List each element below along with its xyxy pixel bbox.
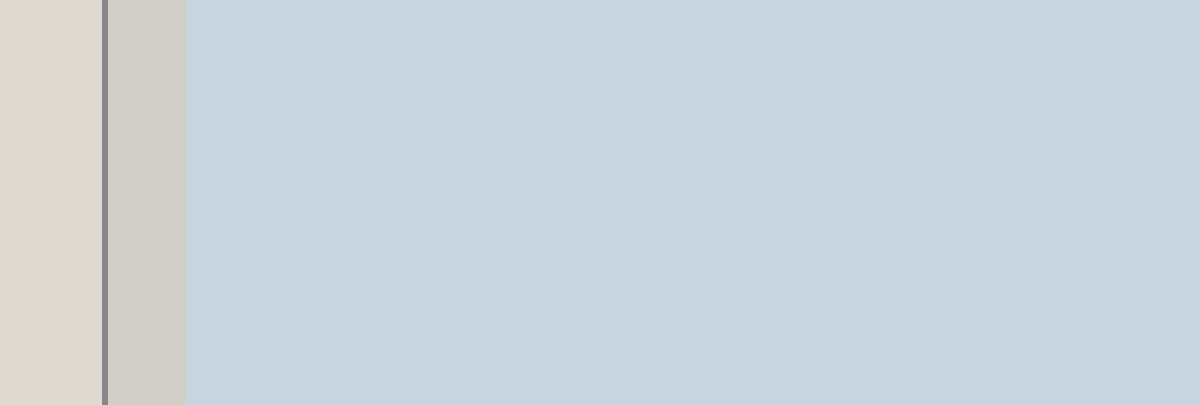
Text: C  occurs only within germinal centers: C occurs only within germinal centers <box>558 302 851 326</box>
Text: B. Insertion of pallindromic nucleotides to both ends: B. Insertion of pallindromic nucleotides… <box>262 112 668 130</box>
Text: D  Activation-induced cytidine deaminase plays an important  role: D Activation-induced cytidine deaminase … <box>262 328 768 362</box>
Text: 3. The following is false about somatic hypermutation?: 3. The following is false about somatic … <box>262 241 770 267</box>
Text: A. insertion of none-coded  nucleotides to the ends: A. insertion of none-coded nucleotides t… <box>262 67 659 85</box>
Text: B  occurs in all T cells: B occurs in all T cells <box>262 304 427 324</box>
Text: E  occurs in variable regions CDR hotspots  of Ig genes  H and L chains: E occurs in variable regions CDR hotspot… <box>262 361 803 399</box>
Text: 2. The following is false about the junctional diversity of antibodies?: 2. The following is false about the junc… <box>262 19 898 40</box>
Text: A  Are not transmitted to offspring: A Are not transmitted to offspring <box>262 276 524 298</box>
Text: D. occurs exclusively in all lymphocytes including NK cells: D. occurs exclusively in all lymphocytes… <box>262 200 713 222</box>
Text: C. TdT adds or remove nucleotides at the exposed ends of the V, D or J genes: C. TdT adds or remove nucleotides at the… <box>262 154 865 178</box>
